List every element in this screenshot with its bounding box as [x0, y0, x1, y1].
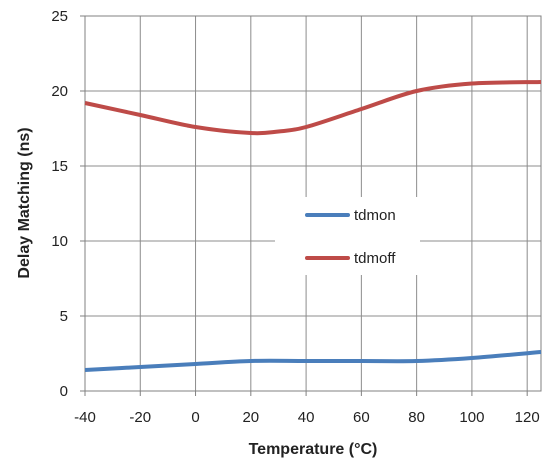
- x-tick-label: 0: [191, 409, 199, 426]
- x-tick-label: -20: [129, 409, 151, 426]
- y-tick-label: 10: [51, 233, 68, 250]
- x-tick-label: 100: [459, 409, 484, 426]
- series-line-tdmoff: [84, 80, 542, 136]
- x-axis-ticks: -40 -20 0 20 40 60 80 100 120: [74, 391, 540, 426]
- x-tick-label: 120: [515, 409, 540, 426]
- x-tick-label: -40: [74, 409, 96, 426]
- y-axis-title: Delay Matching (ns): [16, 127, 33, 278]
- x-tick-label: 20: [242, 409, 259, 426]
- y-tick-label: 25: [51, 8, 68, 25]
- legend: tdmon tdmoff: [275, 197, 420, 275]
- series: [84, 80, 542, 372]
- y-tick-label: 20: [51, 83, 68, 100]
- y-tick-label: 0: [60, 383, 68, 400]
- legend-label-tdmoff: tdmoff: [354, 250, 396, 267]
- y-tick-label: 15: [51, 158, 68, 175]
- x-axis-title: Temperature (°C): [249, 441, 378, 458]
- y-axis-ticks: 0 5 10 15 20 25: [51, 8, 85, 400]
- series-line-tdmon: [84, 350, 542, 372]
- y-tick-label: 5: [60, 308, 68, 325]
- x-tick-label: 60: [353, 409, 370, 426]
- legend-label-tdmon: tdmon: [354, 207, 396, 224]
- x-tick-label: 80: [408, 409, 425, 426]
- x-tick-label: 40: [298, 409, 315, 426]
- plot-area-border: [84, 15, 542, 392]
- legend-background: [275, 197, 420, 275]
